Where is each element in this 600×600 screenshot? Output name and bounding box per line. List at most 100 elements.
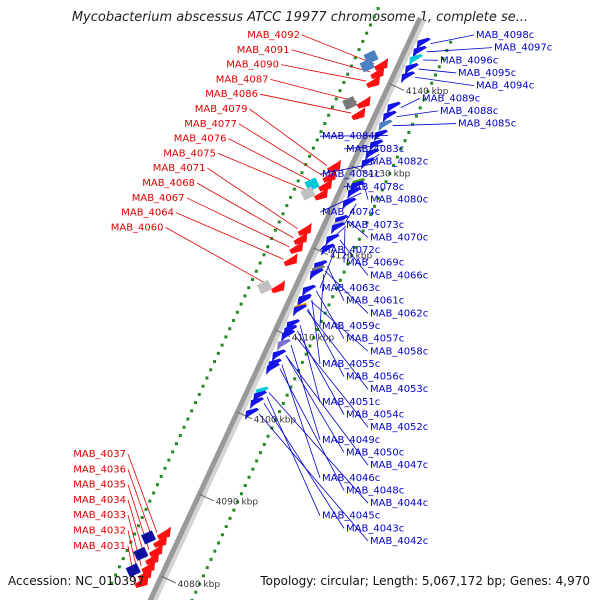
reverse-gene-label[interactable]: MAB_4062c xyxy=(370,308,428,319)
reverse-gene-label[interactable]: MAB_4085c xyxy=(458,119,516,130)
forward-gene-arrow[interactable] xyxy=(356,95,371,109)
reverse-gene-arrow[interactable] xyxy=(330,222,345,235)
forward-gene-arrow[interactable] xyxy=(293,231,308,245)
reverse-gene-label[interactable]: MAB_4059c xyxy=(322,321,380,332)
forward-gene-arrow[interactable] xyxy=(289,240,304,254)
forward-gene-arrow[interactable] xyxy=(366,75,381,89)
reverse-gene-label[interactable]: MAB_4048c xyxy=(346,485,404,496)
reverse-gene-label[interactable]: MAB_4049c xyxy=(322,435,380,446)
reverse-gene-arrow[interactable] xyxy=(325,233,340,246)
reverse-gene-label[interactable]: MAB_4063c xyxy=(322,283,380,294)
reverse-gene-arrow[interactable] xyxy=(309,268,324,281)
reverse-gene-label[interactable]: MAB_4054c xyxy=(346,410,404,421)
forward-gene-label[interactable]: MAB_4087 xyxy=(216,74,269,85)
reverse-gene-label[interactable]: MAB_4052c xyxy=(370,422,428,433)
reverse-gene-label[interactable]: MAB_4069c xyxy=(346,258,404,269)
forward-gene-label[interactable]: MAB_4033 xyxy=(73,510,126,521)
reverse-gene-label[interactable]: MAB_4082c xyxy=(370,157,428,168)
reverse-gene-label[interactable]: MAB_4096c xyxy=(440,55,498,66)
reverse-gene-arrow[interactable] xyxy=(265,362,280,375)
forward-gene-label[interactable]: MAB_4034 xyxy=(73,495,126,506)
forward-gene-label[interactable]: MAB_4086 xyxy=(205,89,258,100)
reverse-gene-label[interactable]: MAB_4080c xyxy=(370,194,428,205)
reverse-gene-arrow[interactable] xyxy=(365,148,380,161)
forward-gene-arrow[interactable] xyxy=(283,253,298,267)
reverse-gene-arrow[interactable] xyxy=(404,63,419,76)
reverse-gene-label[interactable]: MAB_4097c xyxy=(494,43,552,54)
reverse-gene-label[interactable]: MAB_4084c xyxy=(322,131,380,142)
forward-gene-label[interactable]: MAB_4032 xyxy=(73,526,126,537)
reverse-gene-arrow[interactable] xyxy=(286,319,301,332)
reverse-gene-arrow[interactable] xyxy=(245,407,260,420)
reverse-gene-label[interactable]: MAB_4061c xyxy=(346,296,404,307)
forward-gene-label[interactable]: MAB_4064 xyxy=(121,208,174,219)
reverse-gene-label[interactable]: MAB_4044c xyxy=(370,498,428,509)
reverse-gene-label[interactable]: MAB_4094c xyxy=(476,81,534,92)
reverse-gene-arrow[interactable] xyxy=(382,110,397,123)
reverse-gene-label[interactable]: MAB_4066c xyxy=(370,270,428,281)
forward-gene-label[interactable]: MAB_4035 xyxy=(73,480,126,491)
reverse-gene-label[interactable]: MAB_4089c xyxy=(422,93,480,104)
forward-gene-label[interactable]: MAB_4091 xyxy=(237,45,290,56)
forward-gene-label[interactable]: MAB_4075 xyxy=(163,148,216,159)
reverse-gene-label[interactable]: MAB_4058c xyxy=(370,346,428,357)
reverse-gene-arrow[interactable] xyxy=(297,293,312,306)
reverse-gene-label[interactable]: MAB_4098c xyxy=(476,30,534,41)
reverse-gene-label[interactable]: MAB_4055c xyxy=(322,359,380,370)
reverse-gene-label[interactable]: MAB_4045c xyxy=(322,511,380,522)
reverse-gene-arrow[interactable] xyxy=(347,187,362,200)
reverse-gene-label[interactable]: MAB_4078c xyxy=(346,182,404,193)
reverse-gene-arrow[interactable] xyxy=(252,390,267,403)
forward-gene-label[interactable]: MAB_4071 xyxy=(153,163,206,174)
reverse-gene-label[interactable]: MAB_4050c xyxy=(346,447,404,458)
forward-gene-arrow[interactable] xyxy=(318,178,333,192)
reverse-gene-arrow[interactable] xyxy=(361,157,376,170)
forward-gene-label[interactable]: MAB_4031 xyxy=(73,541,126,552)
forward-gene-label[interactable]: MAB_4077 xyxy=(184,119,237,130)
reverse-gene-label[interactable]: MAB_4056c xyxy=(346,372,404,383)
reverse-gene-arrow[interactable] xyxy=(321,243,336,256)
reverse-gene-label[interactable]: MAB_4081c xyxy=(322,169,380,180)
forward-gene-arrow[interactable] xyxy=(370,66,385,80)
forward-gene-arrow[interactable] xyxy=(153,534,168,548)
forward-gene-arrow[interactable] xyxy=(374,57,389,71)
forward-gene-label[interactable]: MAB_4092 xyxy=(247,30,300,41)
reverse-gene-label[interactable]: MAB_4053c xyxy=(370,384,428,395)
reverse-gene-arrow[interactable] xyxy=(302,284,317,297)
forward-gene-arrow[interactable] xyxy=(156,526,171,540)
reverse-gene-label[interactable]: MAB_4072c xyxy=(322,245,380,256)
forward-gene-label[interactable]: MAB_4079 xyxy=(195,104,248,115)
forward-gene-arrow[interactable] xyxy=(351,107,366,121)
forward-gene-arrow[interactable] xyxy=(145,552,160,566)
reverse-gene-label[interactable]: MAB_4042c xyxy=(370,536,428,547)
reverse-gene-arrow[interactable] xyxy=(400,71,415,84)
reverse-gene-arrow[interactable] xyxy=(272,349,287,362)
reverse-gene-arrow[interactable] xyxy=(342,197,357,210)
reverse-gene-arrow[interactable] xyxy=(292,304,307,317)
forward-gene-label[interactable]: MAB_4076 xyxy=(174,134,227,145)
reverse-gene-label[interactable]: MAB_4088c xyxy=(440,106,498,117)
reverse-gene-arrow[interactable] xyxy=(369,139,384,152)
forward-gene-arrow[interactable] xyxy=(271,280,286,294)
reverse-gene-arrow[interactable] xyxy=(408,54,423,67)
forward-gene-label[interactable]: MAB_4036 xyxy=(73,464,126,475)
reverse-gene-arrow[interactable] xyxy=(276,338,291,351)
forward-gene-arrow[interactable] xyxy=(322,169,337,183)
reverse-gene-label[interactable]: MAB_4095c xyxy=(458,68,516,79)
reverse-gene-arrow[interactable] xyxy=(281,329,296,342)
forward-gene-arrow[interactable] xyxy=(137,567,152,581)
reverse-gene-label[interactable]: MAB_4043c xyxy=(346,523,404,534)
reverse-gene-arrow[interactable] xyxy=(412,45,427,58)
reverse-gene-label[interactable]: MAB_4057c xyxy=(346,334,404,345)
forward-gene-arrow[interactable] xyxy=(314,187,329,201)
reverse-gene-arrow[interactable] xyxy=(378,119,393,132)
reverse-gene-arrow[interactable] xyxy=(386,101,401,114)
reverse-gene-arrow[interactable] xyxy=(350,180,365,193)
reverse-gene-arrow[interactable] xyxy=(416,37,431,50)
reverse-gene-label[interactable]: MAB_4047c xyxy=(370,460,428,471)
forward-gene-label[interactable]: MAB_4068 xyxy=(142,178,195,189)
reverse-gene-arrow[interactable] xyxy=(249,397,264,410)
reverse-gene-label[interactable]: MAB_4070c xyxy=(370,232,428,243)
reverse-gene-label[interactable]: MAB_4046c xyxy=(322,473,380,484)
